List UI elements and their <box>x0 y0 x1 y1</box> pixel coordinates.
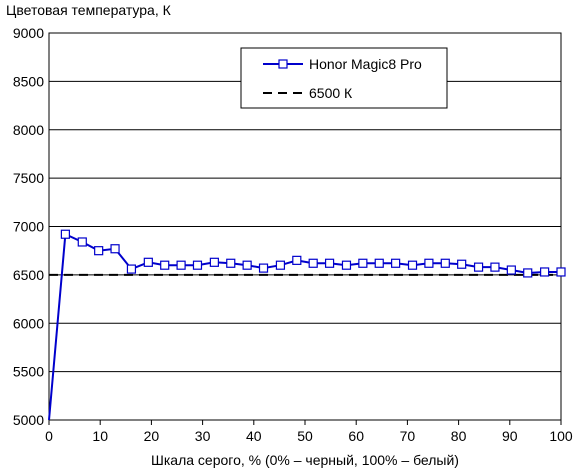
y-tick-label: 5500 <box>13 364 44 380</box>
data-point-honor <box>407 260 418 270</box>
data-point-honor <box>424 258 434 268</box>
data-point-honor <box>292 255 302 265</box>
data-point-honor <box>209 257 219 267</box>
x-tick-label: 80 <box>451 428 467 444</box>
x-tick-label: 100 <box>549 428 573 444</box>
x-tick-label: 60 <box>348 428 364 444</box>
data-point-honor <box>473 262 484 272</box>
y-tick-label: 9000 <box>13 25 44 41</box>
y-tick-label: 8500 <box>13 73 44 89</box>
x-tick-label: 40 <box>246 428 262 444</box>
data-point-honor <box>242 260 252 270</box>
x-tick-label: 20 <box>144 428 160 444</box>
y-axis-tick-labels: 5000 5500 6000 6500 7000 7500 8000 8500 9000 <box>13 25 44 428</box>
x-tick-label: 30 <box>195 428 211 444</box>
data-point-honor <box>506 265 516 275</box>
data-point-honor <box>324 258 335 268</box>
data-point-honor <box>540 267 550 277</box>
data-point-honor <box>308 258 318 268</box>
legend-label-6500k: 6500 К <box>309 85 353 101</box>
y-tick-label: 6000 <box>13 315 44 331</box>
data-point-honor <box>143 257 153 267</box>
y-tick-label: 8000 <box>13 122 44 138</box>
y-tick-label: 7500 <box>13 170 44 186</box>
series-layer <box>48 229 566 421</box>
y-tick-label: 5000 <box>13 412 44 428</box>
x-tick-label: 50 <box>297 428 313 444</box>
y-axis-title: Цветовая температура, К <box>6 2 172 18</box>
data-point-honor <box>226 258 236 268</box>
data-point-honor <box>391 258 401 268</box>
data-point-honor <box>457 259 467 269</box>
data-point-honor <box>60 229 70 239</box>
y-tick-label: 7000 <box>13 219 44 235</box>
data-point-honor <box>440 258 450 268</box>
x-tick-label: 0 <box>45 428 53 444</box>
data-point-honor <box>523 268 533 278</box>
data-point-honor <box>556 267 566 277</box>
data-point-honor <box>176 260 186 270</box>
x-axis-tick-labels: 0 10 20 30 40 50 60 70 80 90 100 <box>45 428 573 444</box>
data-point-honor <box>358 258 368 268</box>
data-point-honor <box>341 260 352 270</box>
legend-label-honor: Honor Magic8 Pro <box>309 56 422 72</box>
y-tick-label: 6500 <box>13 267 44 283</box>
gridlines <box>48 80 562 425</box>
x-tick-label: 90 <box>502 428 518 444</box>
data-point-honor <box>275 260 286 270</box>
data-point-honor <box>258 263 269 273</box>
data-point-honor <box>374 258 384 268</box>
legend: Honor Magic8 Pro 6500 К <box>240 47 448 109</box>
series-line-honor <box>48 232 561 421</box>
legend-box <box>240 47 448 109</box>
x-tick-label: 70 <box>400 428 416 444</box>
data-point-honor <box>160 260 170 270</box>
data-point-honor <box>77 237 87 247</box>
data-point-honor <box>126 264 137 274</box>
x-axis-title: Шкала серого, % (0% – черный, 100% – бел… <box>151 452 459 468</box>
data-point-honor <box>110 244 120 254</box>
x-tick-label: 10 <box>92 428 108 444</box>
data-point-honor <box>490 262 500 272</box>
data-point-honor <box>192 260 203 270</box>
legend-swatch-honor-marker <box>278 59 288 69</box>
data-point-honor <box>94 246 104 256</box>
